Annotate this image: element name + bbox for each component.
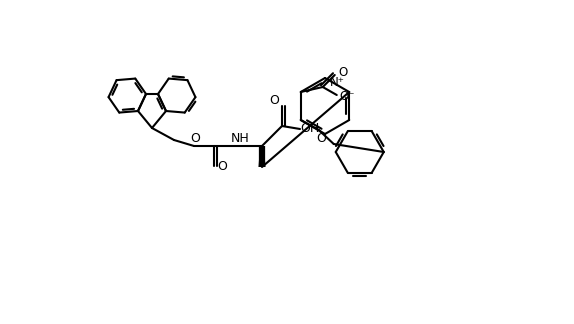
Text: N⁺: N⁺	[330, 76, 345, 89]
Text: OH: OH	[300, 122, 320, 134]
Text: O: O	[316, 132, 325, 145]
Text: O: O	[190, 132, 200, 145]
Text: O⁻: O⁻	[339, 90, 355, 103]
Polygon shape	[258, 146, 266, 167]
Text: O: O	[217, 159, 227, 172]
Text: O: O	[338, 66, 347, 79]
Text: NH: NH	[231, 132, 249, 145]
Text: O: O	[269, 94, 279, 107]
